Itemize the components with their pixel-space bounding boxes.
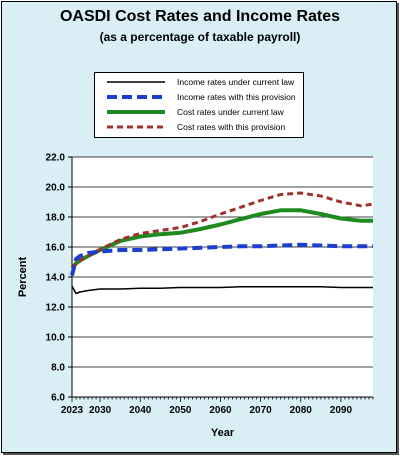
legend: Income rates under current law Income ra… [94,72,304,138]
x-tick-label: 2023 [61,405,84,416]
legend-label-income-current: Income rates under current law [177,77,295,87]
legend-label-cost-provision: Cost rates with this provision [177,122,286,132]
legend-label-income-provision: Income rates with this provision [177,92,296,102]
y-tick-label: 18.0 [46,213,66,224]
chart-title: OASDI Cost Rates and Income Rates [59,8,341,25]
legend-swatch-income-provision [107,95,165,99]
series-line-income-current [71,285,373,295]
y-tick-label: 10.0 [46,333,66,344]
y-tick-label: 14.0 [46,273,66,284]
y-tick-label: 6.0 [51,393,65,404]
x-tick-label: 2050 [169,405,192,416]
x-tick-label: 2070 [250,405,273,416]
y-tick-label: 16.0 [46,243,66,254]
x-axis-label: Year [211,427,235,439]
series-line-cost-provision [70,191,374,269]
legend-item-income-current: Income rates under current law [95,75,303,89]
chart-subtitle: (as a percentage of taxable payroll) [99,30,301,44]
x-tick-label: 2040 [129,405,152,416]
x-tick-label: 2030 [89,405,112,416]
y-axis-label: Percent [17,256,29,297]
legend-label-cost-current: Cost rates under current law [177,107,284,117]
series-line-income-provision [70,242,373,276]
legend-swatch-cost-current [107,110,165,114]
x-tick-label: 2060 [209,405,232,416]
x-tick-label: 2080 [290,405,313,416]
y-tick-label: 12.0 [46,303,66,314]
legend-item-cost-current: Cost rates under current law [95,105,303,119]
legend-swatch-income-current [107,81,165,83]
y-tick-label: 8.0 [51,363,65,374]
x-tick-label: 2090 [330,405,353,416]
legend-item-income-provision: Income rates with this provision [95,90,303,104]
y-tick-label: 20.0 [46,183,66,194]
legend-item-cost-provision: Cost rates with this provision [95,120,303,134]
y-tick-label: 22.0 [46,153,66,164]
